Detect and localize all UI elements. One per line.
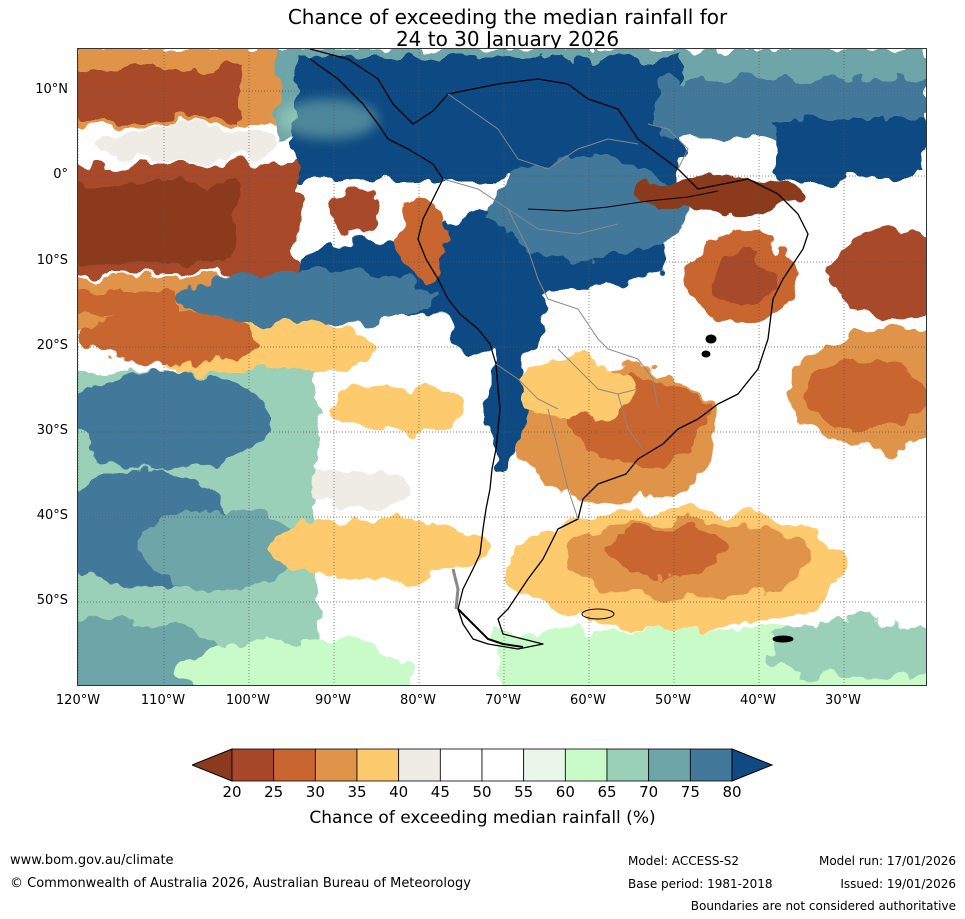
colorbar-cell [231,748,275,782]
map-canvas [78,49,926,685]
lat-label-50s: 50°S [36,593,68,608]
colorbar-high-arrow [731,748,774,782]
colorbar-label: Chance of exceeding median rainfall (%) [309,808,656,828]
lon-label-30w: 30°W [825,693,861,708]
colorbar-cell [606,748,650,782]
colorbar-tick-label: 45 [430,783,450,801]
graticule [78,49,926,685]
colorbar [192,748,774,782]
colorbar-cell [314,748,358,782]
colorbar-tick-label: 50 [472,783,492,801]
colorbar-cell [398,748,441,782]
lat-label-20s: 20°S [36,338,68,353]
colorbar-cell [356,748,400,782]
colorbar-low-arrow [192,748,233,782]
colorbar-cell [439,748,483,782]
issued-date: Issued: 19/01/2026 [840,877,956,891]
colorbar-tick-label: 25 [264,783,284,801]
lat-label-10n: 10°N [35,82,68,97]
colorbar-tick-label: 30 [305,783,325,801]
lon-label-60w: 60°W [570,693,606,708]
model-run-date: Model run: 17/01/2026 [818,854,956,868]
lat-label-10s: 10°S [36,253,68,268]
lon-label-100w: 100°W [225,693,271,708]
boundary-disclaimer: Boundaries are not considered authoritat… [690,899,956,913]
colorbar-tick-label: 60 [555,783,575,801]
website-link[interactable]: www.bom.gov.au/climate [10,853,174,868]
lat-label-30s: 30°S [36,423,68,438]
south-america-coastline [309,49,809,650]
lon-label-80w: 80°W [400,693,436,708]
rainfall-field [78,49,926,685]
colorbar-tick-label: 75 [680,783,700,801]
chart-title-line2: 24 to 30 January 2026 [395,27,620,51]
colorbar-tick-label: 20 [222,783,242,801]
lon-label-90w: 90°W [315,693,351,708]
chart-title-line1: Chance of exceeding the median rainfall … [287,5,728,29]
colorbar-tick-label: 55 [514,783,534,801]
colorbar-cell [689,748,733,782]
lon-label-40w: 40°W [740,693,776,708]
lat-label-40s: 40°S [36,508,68,523]
lon-label-120w: 120°W [55,693,101,708]
country-boundaries [442,93,689,520]
model-name: Model: ACCESS-S2 [628,854,740,868]
lat-label-0: 0° [53,167,68,182]
colorbar-tick-label: 40 [389,783,409,801]
colorbar-cell [648,748,691,782]
lon-label-50w: 50°W [655,693,691,708]
colorbar-cell [481,748,525,782]
colorbar-cell [273,748,316,782]
rainfall-probability-map [77,48,927,686]
colorbar-tick-label: 65 [597,783,617,801]
copyright-text: © Commonwealth of Australia 2026, Austra… [10,876,471,891]
colorbar-tick-label: 80 [722,783,742,801]
colorbar-tick-label: 35 [347,783,367,801]
base-period: Base period: 1981-2018 [628,877,773,891]
colorbar-cell [564,748,608,782]
colorbar-tick-label: 70 [639,783,659,801]
rivers-islands [451,190,794,648]
lon-label-70w: 70°W [485,693,521,708]
colorbar-cell [523,748,566,782]
lon-label-110w: 110°W [140,693,186,708]
